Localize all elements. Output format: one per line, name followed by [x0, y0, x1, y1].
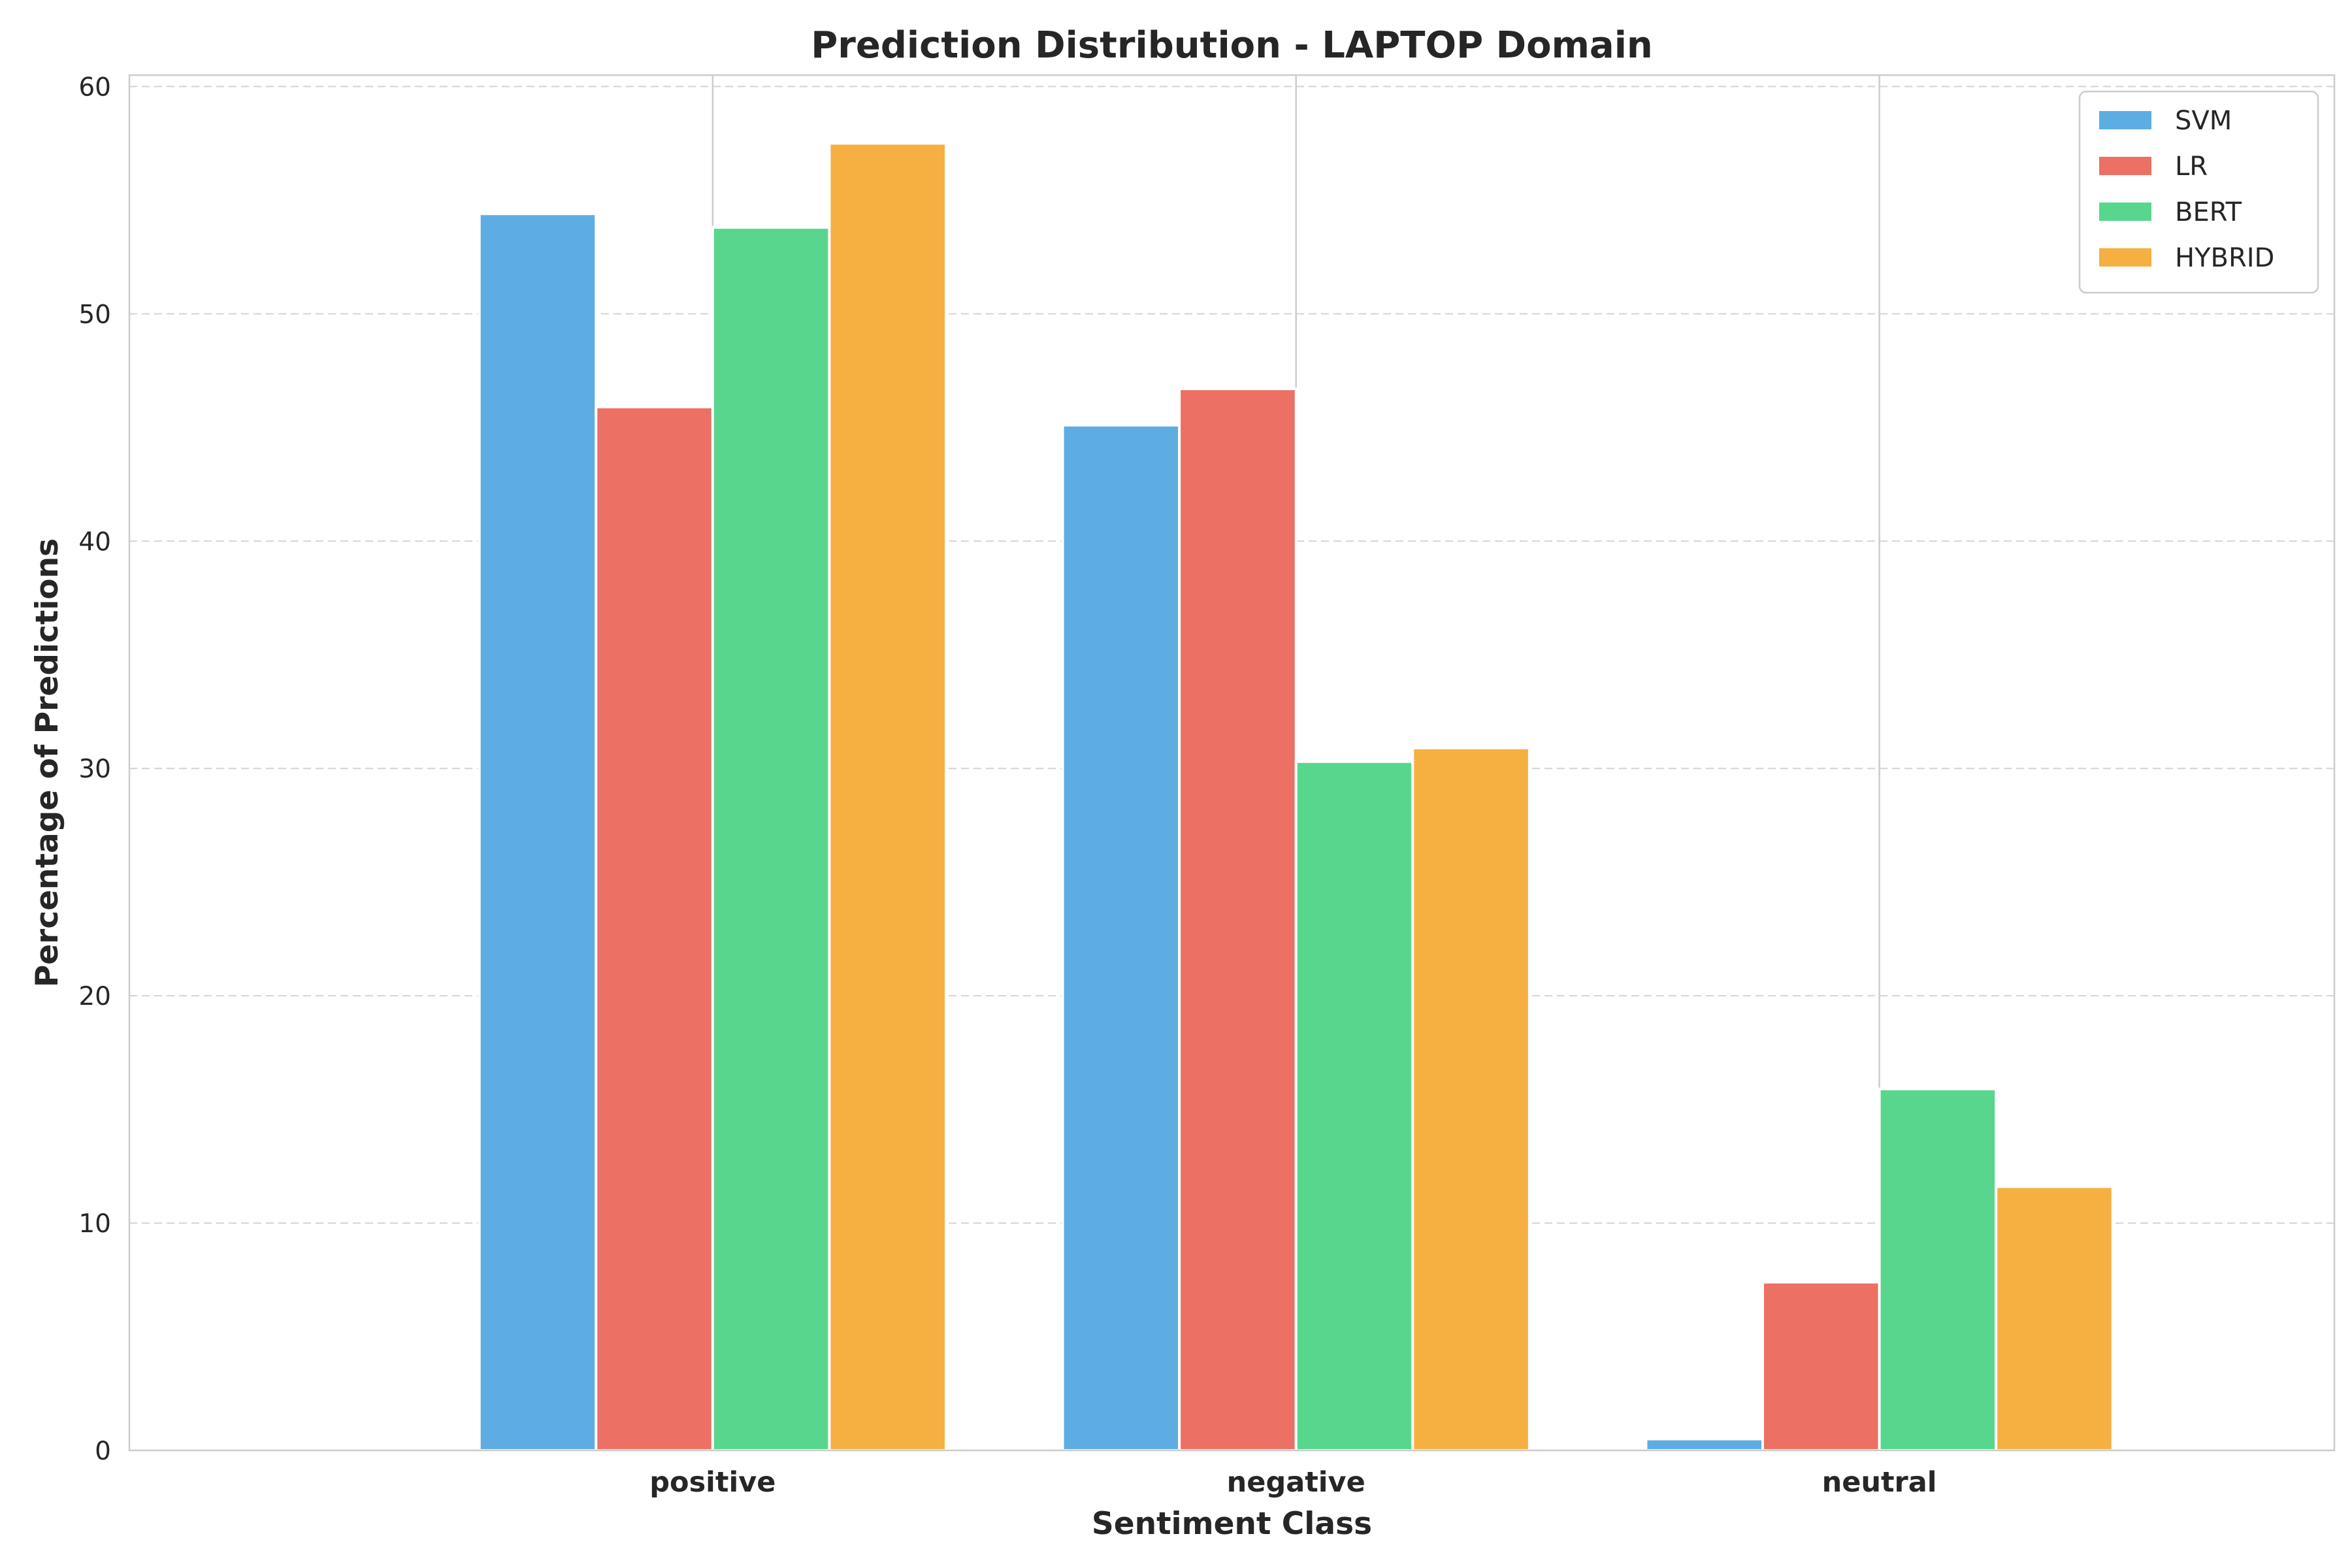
- bar-svm-positive: [478, 212, 598, 1452]
- legend-box: [2078, 90, 2319, 294]
- bar-hybrid-negative: [1411, 746, 1531, 1452]
- bar-lr-neutral: [1761, 1281, 1881, 1452]
- legend-swatch: [2099, 111, 2151, 129]
- bar-bert-negative: [1294, 760, 1414, 1452]
- legend-label: SVM: [2175, 106, 2232, 136]
- x-tick-label: negative: [1227, 1466, 1365, 1499]
- legend: SVM LR BERT HYBRID: [2078, 90, 2319, 294]
- y-tick-label: 20: [78, 982, 111, 1011]
- legend-label: HYBRID: [2175, 243, 2274, 273]
- y-tick-label: 0: [95, 1437, 111, 1466]
- y-tick-label: 40: [78, 527, 111, 557]
- bar-lr-positive: [595, 405, 714, 1452]
- y-tick-label: 50: [78, 300, 111, 329]
- bar-bert-positive: [711, 226, 831, 1452]
- x-tick-label: neutral: [1822, 1466, 1937, 1499]
- bar-hybrid-positive: [828, 142, 948, 1452]
- legend-label: BERT: [2175, 197, 2242, 227]
- x-axis-label: Sentiment Class: [1092, 1506, 1372, 1542]
- legend-swatch: [2099, 203, 2151, 221]
- bar-bert-neutral: [1878, 1087, 1998, 1452]
- x-axis-ticks: positive negative neutral: [649, 1466, 1936, 1499]
- bar-svm-neutral: [1644, 1437, 1764, 1452]
- y-axis-label: Percentage of Predictions: [29, 538, 65, 987]
- bar-lr-negative: [1178, 387, 1298, 1452]
- plot-frame: [128, 74, 2336, 1452]
- bars: [478, 142, 2114, 1452]
- legend-swatch: [2099, 248, 2151, 267]
- legend-label: LR: [2175, 152, 2208, 182]
- legend-swatch: [2099, 157, 2151, 175]
- y-tick-label: 30: [78, 755, 111, 784]
- chart-title: Prediction Distribution - LAPTOP Domain: [811, 24, 1653, 67]
- bar-svm-negative: [1061, 423, 1181, 1452]
- y-axis-ticks: 0 10 20 30 40 50 60: [78, 73, 111, 1466]
- y-tick-label: 60: [78, 73, 111, 102]
- y-tick-label: 10: [78, 1209, 111, 1239]
- bar-hybrid-neutral: [1995, 1185, 2114, 1452]
- x-tick-label: positive: [649, 1466, 776, 1499]
